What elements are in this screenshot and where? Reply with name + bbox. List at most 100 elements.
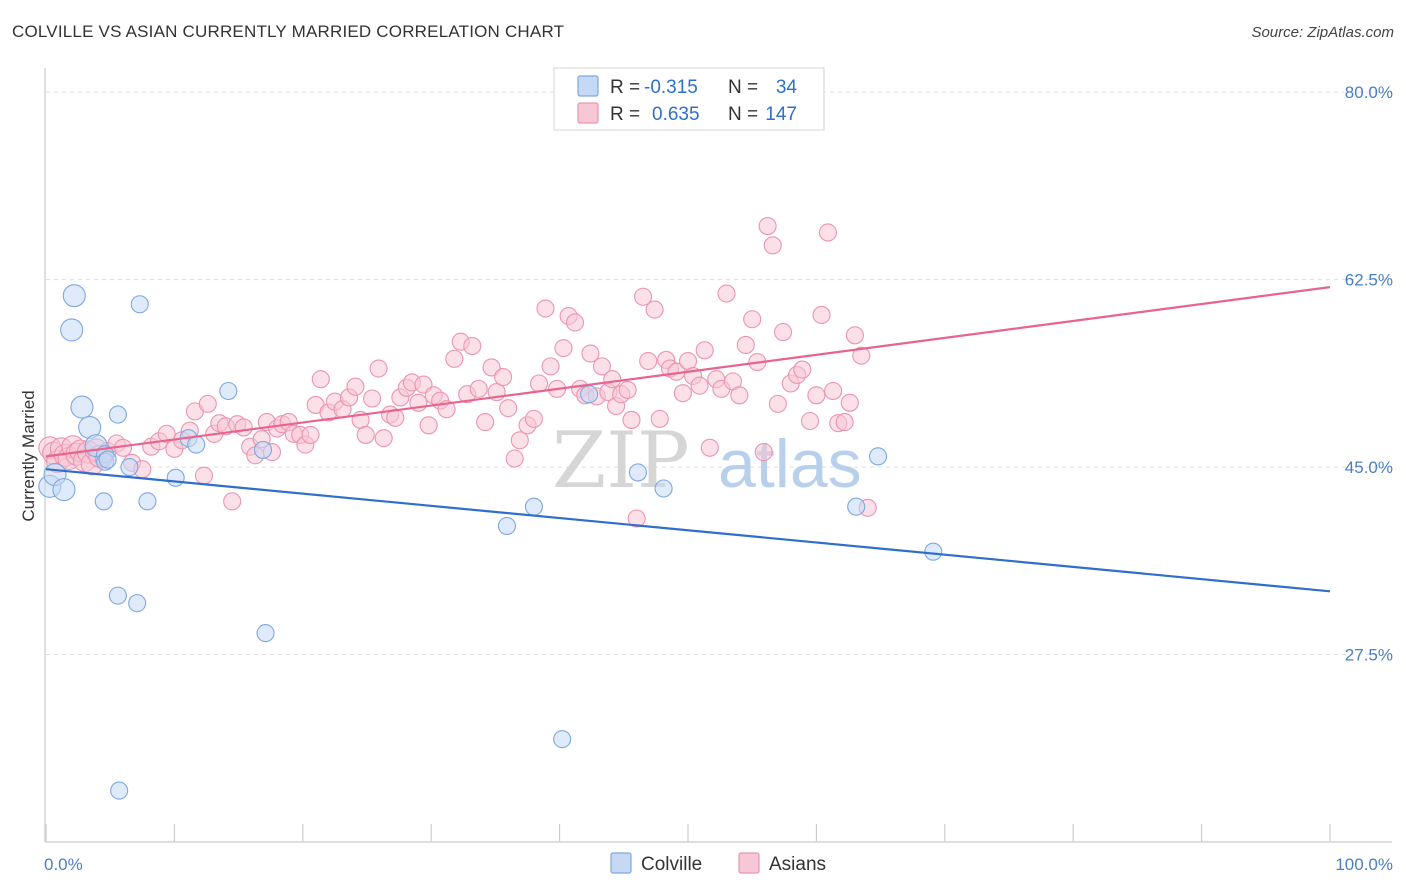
asians-point-106 — [650, 409, 669, 428]
bottom-legend-asians: Asians — [769, 854, 826, 875]
asians-point-118 — [717, 284, 736, 303]
y-tick-label-3: 80.0% — [1345, 83, 1393, 102]
asians-trend-line — [45, 286, 1331, 458]
asians-point-73 — [463, 336, 482, 356]
legend-n-label-asians: N = — [728, 104, 758, 125]
colville-point-4 — [60, 318, 84, 342]
asians-point-56 — [363, 389, 382, 408]
asians-point-100 — [618, 380, 637, 399]
colville-point-32 — [847, 497, 866, 516]
asians-point-103 — [634, 287, 653, 306]
asians-point-131 — [793, 360, 812, 379]
asians-point-55 — [356, 425, 375, 444]
x-tick-label-0: 0.0% — [44, 855, 83, 874]
colville-point-31 — [868, 447, 888, 466]
asians-point-132 — [800, 411, 820, 431]
legend-box — [553, 67, 825, 131]
asians-point-85 — [536, 299, 555, 318]
y-tick-label-0: 27.5% — [1345, 646, 1393, 665]
correlation-legend: R = -0.315 N = 34 R = 0.635 N = 147 — [553, 67, 825, 131]
asians-point-86 — [541, 357, 560, 376]
legend-swatch-colville — [577, 75, 599, 97]
asians-point-121 — [736, 335, 755, 354]
colville-point-29 — [628, 463, 647, 482]
colville-point-12 — [108, 405, 127, 424]
asians-point-111 — [678, 351, 698, 371]
colville-point-30 — [654, 479, 673, 498]
asians-point-48 — [311, 370, 330, 389]
legend-n-label-colville: N = — [728, 77, 758, 98]
grid-lines — [46, 91, 1392, 656]
legend-n-value-asians: 147 — [765, 104, 797, 125]
trend-lines — [45, 286, 1331, 593]
bottom-legend-swatch-asians — [738, 852, 760, 874]
asians-point-84 — [530, 374, 549, 393]
asians-point-125 — [758, 216, 777, 236]
y-tick-label-1: 45.0% — [1345, 458, 1393, 477]
watermark-atlas: atlas — [718, 426, 862, 502]
y-axis-label: Currently Married — [19, 390, 38, 521]
asians-point-32 — [223, 492, 242, 511]
asians-point-141 — [852, 346, 871, 365]
asians-point-70 — [445, 349, 464, 368]
asians-point-76 — [482, 358, 501, 377]
colville-point-17 — [138, 492, 157, 511]
asians-point-104 — [639, 351, 658, 371]
asians-point-128 — [773, 323, 793, 342]
source-label: Source: ZipAtlas.com — [1251, 24, 1394, 41]
colville-point-5 — [70, 395, 94, 419]
colville-point-11 — [98, 450, 117, 469]
legend-r-value-colville: -0.315 — [644, 77, 698, 98]
colville-point-13 — [108, 586, 127, 605]
asians-point-46 — [301, 425, 320, 444]
asians-point-97 — [603, 370, 622, 389]
colville-point-3 — [62, 284, 86, 308]
colville-point-24 — [130, 295, 149, 314]
colville-point-27 — [553, 730, 572, 749]
colville-point-28 — [580, 385, 599, 404]
asians-point-110 — [673, 384, 692, 403]
tick-labels: 27.5% 45.0% 62.5% 80.0% 0.0% 100.0% — [44, 83, 1393, 874]
asians-point-139 — [840, 393, 859, 412]
asians-point-140 — [845, 326, 864, 345]
colville-point-26 — [524, 497, 543, 516]
asians-point-81 — [510, 431, 529, 450]
legend-r-label-asians: R = — [610, 104, 640, 125]
chart-title: COLVILLE VS ASIAN CURRENTLY MARRIED CORR… — [12, 22, 565, 41]
asians-point-90 — [565, 313, 585, 332]
colville-point-22 — [253, 440, 273, 459]
asians-point-88 — [554, 339, 573, 358]
legend-swatch-asians — [577, 102, 599, 124]
asians-point-124 — [754, 443, 773, 462]
asians-point-101 — [622, 410, 641, 429]
asians-point-102 — [627, 509, 646, 528]
colville-point-23 — [256, 624, 275, 643]
asians-point-122 — [743, 310, 762, 329]
asians-point-134 — [812, 305, 831, 325]
asians-point-78 — [494, 368, 513, 387]
y-tick-label-2: 62.5% — [1345, 271, 1393, 290]
asians-point-75 — [476, 413, 495, 432]
asians-point-105 — [645, 300, 664, 319]
asians-point-135 — [818, 223, 838, 242]
colville-point-20 — [187, 435, 206, 454]
asians-point-27 — [194, 466, 213, 485]
asians-point-53 — [346, 377, 365, 396]
legend-n-value-colville: 34 — [776, 77, 798, 98]
colville-point-8 — [94, 492, 113, 511]
asians-point-136 — [824, 381, 843, 401]
asians-point-95 — [592, 357, 612, 376]
x-tick-label-1: 100.0% — [1335, 855, 1393, 874]
asians-point-22 — [157, 424, 176, 443]
asians-point-127 — [768, 394, 787, 413]
colville-points — [38, 284, 943, 800]
asians-point-79 — [499, 399, 518, 418]
colville-point-25 — [497, 516, 517, 536]
asians-point-138 — [835, 413, 854, 432]
legend-r-label-colville: R = — [610, 77, 640, 98]
colville-point-16 — [128, 594, 147, 613]
legend-r-value-asians: 0.635 — [652, 104, 700, 125]
asians-point-133 — [807, 386, 826, 405]
colville-point-18 — [166, 468, 185, 487]
